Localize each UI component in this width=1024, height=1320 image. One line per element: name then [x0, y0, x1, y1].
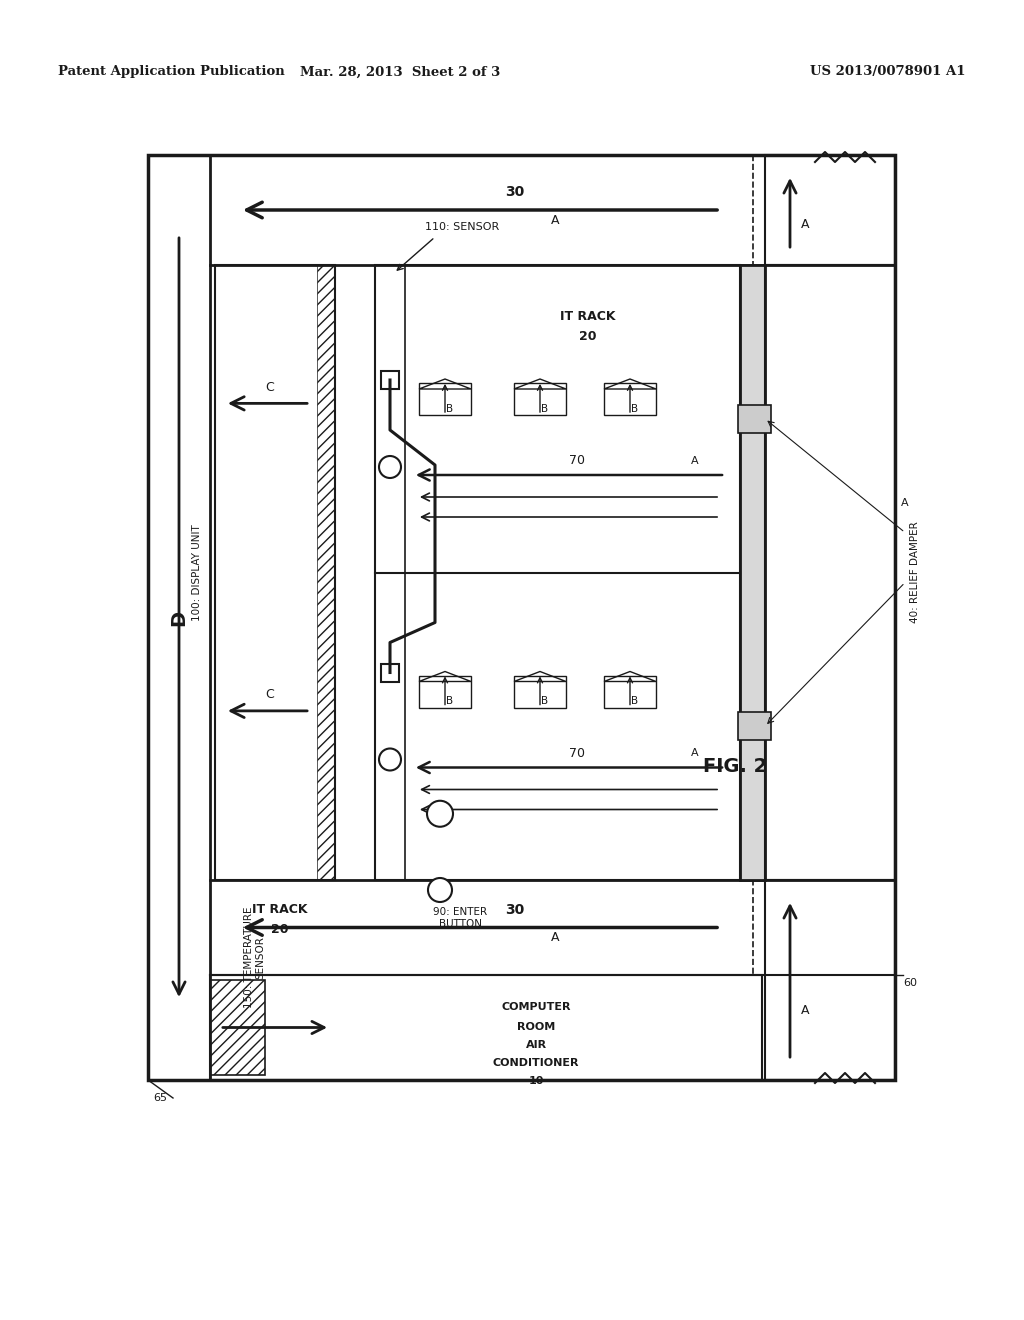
- Text: D: D: [170, 610, 188, 626]
- Text: A: A: [551, 214, 559, 227]
- Text: 20: 20: [271, 923, 289, 936]
- Text: C: C: [265, 381, 274, 393]
- Text: 90: ENTER
BUTTON: 90: ENTER BUTTON: [433, 907, 487, 929]
- Bar: [765, 880, 895, 1080]
- Bar: [317, 265, 335, 880]
- Bar: [514, 676, 566, 708]
- Bar: [419, 383, 471, 414]
- Bar: [604, 383, 656, 414]
- Text: A: A: [801, 219, 809, 231]
- Bar: [604, 676, 656, 708]
- Text: CONDITIONER: CONDITIONER: [493, 1059, 580, 1068]
- Text: 70: 70: [569, 747, 586, 760]
- Text: 100: DISPLAY UNIT: 100: DISPLAY UNIT: [193, 524, 202, 620]
- Bar: [419, 676, 471, 708]
- Text: COMPUTER: COMPUTER: [502, 1002, 570, 1012]
- Text: B: B: [542, 697, 549, 706]
- Text: US 2013/0078901 A1: US 2013/0078901 A1: [811, 66, 966, 78]
- Circle shape: [428, 878, 452, 902]
- Text: FIG. 2: FIG. 2: [702, 756, 767, 776]
- Text: AIR: AIR: [525, 1040, 547, 1051]
- Text: 70: 70: [569, 454, 586, 467]
- Bar: [381, 664, 399, 681]
- Bar: [148, 154, 895, 1080]
- Text: 60: 60: [903, 978, 918, 987]
- Bar: [738, 405, 771, 433]
- Text: Mar. 28, 2013  Sheet 2 of 3: Mar. 28, 2013 Sheet 2 of 3: [300, 66, 500, 78]
- Text: A: A: [691, 455, 698, 466]
- Bar: [765, 154, 895, 265]
- Text: 30: 30: [506, 903, 524, 916]
- Circle shape: [427, 801, 453, 826]
- Text: A: A: [551, 931, 559, 944]
- Text: A: A: [901, 498, 909, 507]
- Text: 30: 30: [506, 185, 524, 199]
- Bar: [765, 265, 895, 880]
- Text: B: B: [632, 404, 639, 414]
- Text: IT RACK: IT RACK: [560, 310, 615, 323]
- Text: 110: SENSOR: 110: SENSOR: [425, 222, 500, 232]
- Text: 20: 20: [579, 330, 596, 343]
- Text: B: B: [446, 404, 454, 414]
- Text: 65: 65: [153, 1093, 167, 1104]
- Bar: [738, 713, 771, 741]
- Bar: [210, 979, 265, 1074]
- Bar: [740, 265, 765, 880]
- Text: B: B: [446, 697, 454, 706]
- Text: 150: TEMPERATURE
SENSOR: 150: TEMPERATURE SENSOR: [244, 907, 266, 1008]
- Bar: [375, 265, 740, 880]
- Text: 10: 10: [528, 1077, 544, 1086]
- Text: C: C: [265, 688, 274, 701]
- Text: Patent Application Publication: Patent Application Publication: [58, 66, 285, 78]
- Bar: [210, 975, 762, 1080]
- Text: IT RACK: IT RACK: [252, 903, 308, 916]
- Text: A: A: [691, 748, 698, 759]
- Text: ROOM: ROOM: [517, 1023, 555, 1032]
- Bar: [381, 371, 399, 389]
- Bar: [375, 265, 406, 880]
- Text: B: B: [632, 697, 639, 706]
- Text: 40: RELIEF DAMPER: 40: RELIEF DAMPER: [910, 521, 920, 623]
- Text: B: B: [542, 404, 549, 414]
- Text: A: A: [801, 1003, 809, 1016]
- Bar: [514, 383, 566, 414]
- Bar: [215, 265, 335, 880]
